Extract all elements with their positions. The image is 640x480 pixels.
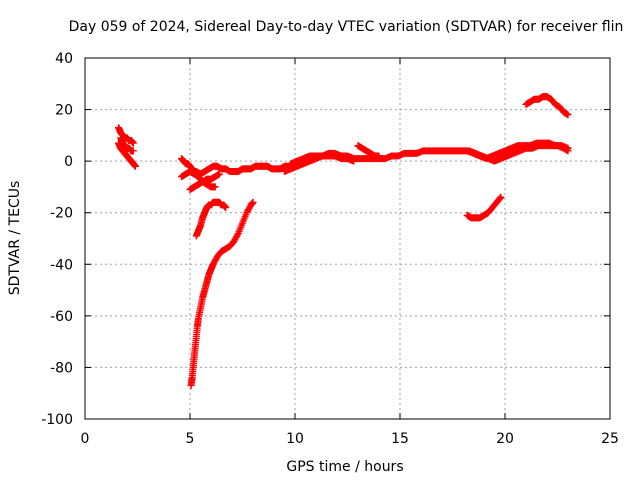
series-arc10 bbox=[465, 142, 572, 165]
series-arc11 bbox=[463, 193, 505, 222]
data-point bbox=[350, 157, 358, 165]
data-point bbox=[496, 194, 504, 202]
series-arc12 bbox=[522, 93, 572, 119]
x-tick-label: 5 bbox=[186, 431, 195, 447]
data-point bbox=[215, 170, 223, 178]
y-tick-label: -40 bbox=[50, 257, 73, 273]
y-tick-label: 0 bbox=[64, 154, 73, 170]
axis-ticks: 0 5 10 15 20 25 -100 -80 -60 -40 -20 0 20 40 bbox=[41, 51, 619, 447]
data-point bbox=[211, 183, 219, 191]
data-point bbox=[497, 193, 505, 201]
y-tick-label: -20 bbox=[50, 206, 73, 222]
data-point bbox=[129, 139, 137, 147]
grid bbox=[85, 58, 610, 419]
x-tick-label: 20 bbox=[496, 431, 514, 447]
series-arc1c bbox=[117, 134, 137, 155]
y-tick-label: -80 bbox=[50, 360, 73, 376]
y-tick-label: -60 bbox=[50, 309, 73, 325]
series-arc6 bbox=[187, 198, 257, 389]
x-tick-label: 25 bbox=[601, 431, 619, 447]
data-point bbox=[564, 147, 572, 155]
data-point bbox=[564, 111, 572, 119]
chart-title: Day 059 of 2024, Sidereal Day-to-day VTE… bbox=[69, 19, 624, 35]
data-point bbox=[249, 198, 257, 206]
data-point bbox=[131, 162, 139, 170]
x-tick-label: 15 bbox=[391, 431, 409, 447]
data-point bbox=[129, 147, 137, 155]
data-points bbox=[115, 93, 572, 389]
series-arc9 bbox=[354, 142, 383, 160]
y-tick-label: -100 bbox=[41, 412, 73, 428]
x-tick-label: 0 bbox=[81, 431, 90, 447]
x-tick-label: 10 bbox=[286, 431, 304, 447]
series-arc4 bbox=[186, 170, 223, 194]
series-arc5 bbox=[192, 198, 230, 240]
data-point bbox=[375, 152, 383, 160]
data-point bbox=[222, 204, 230, 212]
y-tick-label: 20 bbox=[55, 103, 73, 119]
data-point bbox=[233, 231, 241, 239]
series-arc1b bbox=[115, 139, 139, 170]
series-arc8 bbox=[287, 152, 358, 168]
x-axis-label: GPS time / hours bbox=[286, 459, 403, 475]
y-tick-label: 40 bbox=[55, 51, 73, 67]
plot-frame bbox=[84, 57, 611, 420]
y-axis-label: SDTVAR / TECUs bbox=[7, 181, 23, 296]
